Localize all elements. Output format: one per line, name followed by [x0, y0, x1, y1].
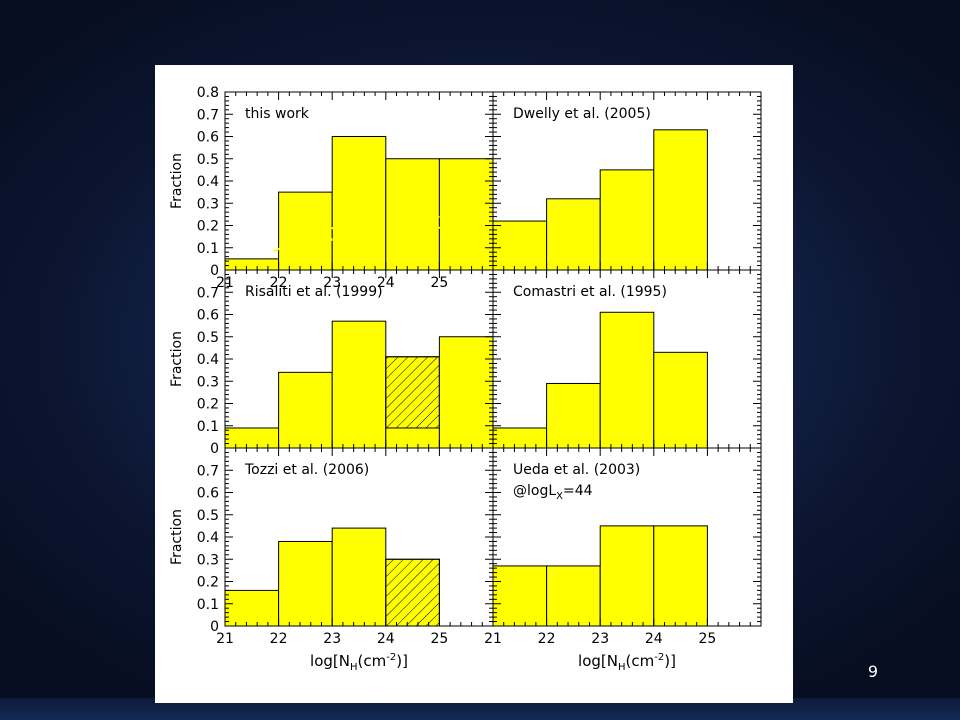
- histogram-bar: [653, 129, 708, 271]
- subplot-title: Tozzi et al. (2006): [244, 462, 369, 478]
- x-tick-label: 23: [323, 631, 341, 647]
- y-tick-label: 0.8: [197, 85, 219, 101]
- subplot-title: Comastri et al. (1995): [513, 284, 667, 300]
- x-tick-label: 24: [645, 631, 663, 647]
- y-tick-label: 0.1: [197, 597, 219, 613]
- y-tick-label: 0.3: [197, 374, 219, 390]
- y-tick-label: 0.5: [197, 330, 219, 346]
- histogram-bar: [546, 198, 601, 271]
- y-tick-label: 0.2: [197, 397, 219, 413]
- subplot-6: 21 22 23 24 25 Ueda et al. (2003) @logLX=44: [484, 447, 762, 647]
- x-axis-label: log[NH(cm-2)]: [578, 652, 676, 673]
- x-tick-label: 23: [323, 275, 341, 291]
- subplot-title: Dwelly et al. (2005): [513, 106, 651, 122]
- y-tick-label: 0.4: [197, 530, 219, 546]
- histogram-bar: [224, 427, 280, 449]
- y-tick-label: 0.5: [197, 152, 219, 168]
- y-tick-label: 0.2: [197, 219, 219, 235]
- x-tick-label: 24: [377, 631, 395, 647]
- y-tick-label: 0.6: [197, 130, 219, 146]
- y-tick-label: 0.7: [197, 107, 219, 123]
- histogram-bar: [331, 320, 387, 449]
- hatched-bar-segment: [385, 558, 440, 627]
- y-axis-label: Fraction: [169, 153, 185, 209]
- y-tick-label: 0: [210, 441, 219, 457]
- histogram-bar: [492, 220, 548, 271]
- histogram-bar: [599, 525, 655, 627]
- subplot-1: 00.10.20.30.40.50.60.70.821 22 23 24 25Fract…: [169, 85, 494, 291]
- y-tick-label: 0.1: [197, 419, 219, 435]
- histogram-bar: [653, 351, 708, 449]
- x-tick-label: 21: [216, 631, 234, 647]
- histogram-bar: [331, 136, 387, 271]
- histogram-bar: [278, 371, 333, 449]
- histogram-bar: [438, 336, 494, 449]
- y-tick-label: 0: [210, 263, 219, 279]
- subplot-5: 0 0.1 0.2 0.3 0.4 0.5 0.6 0.7 21 22 23 24 25 Fraction…: [169, 447, 494, 647]
- slide-bottom-bar: [0, 698, 960, 720]
- histogram-bar: [224, 258, 280, 271]
- x-tick-label: 22: [538, 631, 556, 647]
- y-tick-label: 0.6: [197, 486, 219, 502]
- subplot-3: 0 0.1 0.2 0.3 0.4 0.5 0.6 0.7 Fraction Risaliti e…: [169, 269, 494, 457]
- histogram-bar: [278, 540, 333, 627]
- y-axis-label: Fraction: [169, 331, 185, 387]
- histogram-bar: [224, 589, 280, 627]
- x-tick-label: 25: [430, 275, 448, 291]
- subplot-title: Risaliti et al. (1999): [245, 284, 383, 300]
- y-tick-label: 0.5: [197, 508, 219, 524]
- page-number: 9: [867, 662, 879, 681]
- x-tick-label: 22: [270, 631, 288, 647]
- y-tick-label: 0.2: [197, 575, 219, 591]
- x-tick-label: 22: [270, 275, 288, 291]
- histogram-bar: [331, 527, 387, 627]
- y-tick-label: 0.1: [197, 241, 219, 257]
- histogram-bar: [653, 525, 708, 627]
- subplot-subtitle: @logLX=44: [513, 483, 593, 502]
- hatched-bar-segment: [385, 356, 440, 429]
- histogram-bar: [599, 311, 655, 449]
- y-tick-label: 0: [210, 619, 219, 635]
- x-tick-label: 25: [430, 631, 448, 647]
- histogram-bar: [599, 169, 655, 271]
- histogram-grid-figure: 0 0.1 0.2 0.3 0.4 0.5 0.6 0.7 0.8 21 22 23 24 25 Fract…: [169, 85, 762, 673]
- figure-panel: 0 0.1 0.2 0.3 0.4 0.5 0.6 0.7 0.8 21 22 23 24 25 Fract…: [155, 65, 793, 703]
- y-tick-label: 0.6: [197, 308, 219, 324]
- histogram-bar: [546, 565, 601, 627]
- x-tick-label: 23: [591, 631, 609, 647]
- x-tick-label: 21: [484, 631, 502, 647]
- y-tick-label: 0.7: [197, 285, 219, 301]
- y-tick-label: 0.3: [197, 196, 219, 212]
- subplot-4: Comastri et al. (1995): [492, 269, 762, 449]
- y-tick-label: 0.7: [197, 463, 219, 479]
- subplot-title: Ueda et al. (2003): [513, 462, 640, 478]
- x-tick-label: 25: [698, 631, 716, 647]
- subplot-title: this work: [245, 106, 310, 122]
- x-axis-label: log[NH(cm-2)]: [310, 652, 408, 673]
- subplot-2: Dwelly et al. (2005): [492, 91, 762, 271]
- y-tick-label: 0.4: [197, 174, 219, 190]
- y-tick-label: 0.3: [197, 552, 219, 568]
- histogram-bar: [492, 565, 548, 627]
- histogram-bar: [492, 427, 548, 449]
- y-tick-label: 0.4: [197, 352, 219, 368]
- x-tick-label: 24: [377, 275, 395, 291]
- histogram-bar: [546, 382, 601, 449]
- y-axis-label: Fraction: [169, 509, 185, 565]
